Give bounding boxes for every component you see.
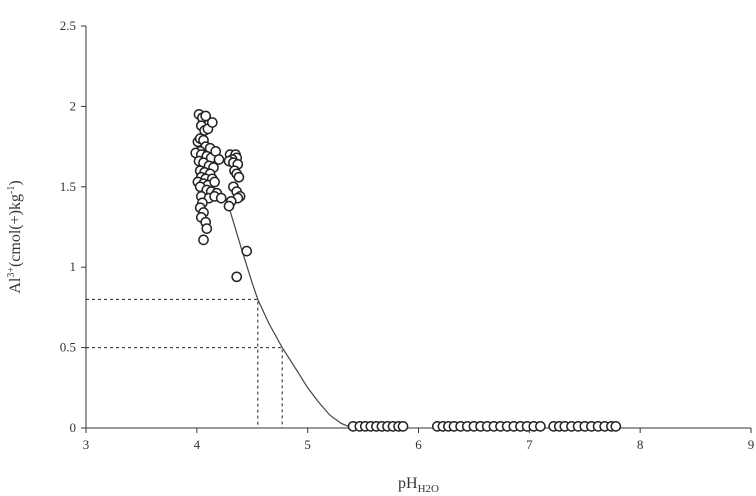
- x-tick-label: 4: [194, 437, 201, 452]
- y-tick-label: 2: [70, 98, 77, 113]
- x-axis-title: pHH2O: [398, 475, 439, 495]
- y-tick-label: 2.5: [60, 18, 76, 33]
- y-axis-title-main: Al: [7, 277, 24, 294]
- x-axis-title-subscript: H2O: [418, 483, 439, 495]
- data-point: [213, 154, 225, 165]
- x-tick-label: 6: [415, 437, 422, 452]
- y-axis-title-end: ): [7, 180, 24, 185]
- y-tick-label: 1.5: [60, 179, 76, 194]
- data-point: [200, 110, 212, 122]
- y-axis-title: Al3+(cmol(+)kg-1): [6, 180, 24, 293]
- data-point: [206, 117, 218, 128]
- x-axis-title-main: pH: [398, 475, 418, 492]
- fitted-curve: [229, 210, 353, 429]
- x-tick-label: 7: [526, 437, 533, 452]
- x-tick-label: 3: [83, 437, 90, 452]
- data-point: [231, 271, 243, 283]
- data-point: [233, 171, 245, 183]
- data-point: [201, 223, 213, 234]
- y-axis-title-middle: (cmol(+)kg: [7, 194, 24, 267]
- data-point: [198, 234, 209, 246]
- y-tick-label: 0.5: [60, 340, 76, 355]
- x-tick-label: 8: [637, 437, 644, 452]
- reference-line: [86, 347, 283, 428]
- x-tick-label: 5: [304, 437, 311, 452]
- y-axis-title-superscript: 3+: [6, 267, 17, 278]
- data-point: [397, 421, 409, 432]
- reference-line: [86, 298, 259, 428]
- data-point: [241, 245, 253, 257]
- y-tick-label: 0: [70, 420, 77, 435]
- plot-area: 3 4 5 6 7 8 9 0 0.5 1 1.5 2 2.5: [60, 18, 755, 452]
- data-point: [209, 176, 220, 188]
- data-point: [535, 421, 546, 432]
- data-point: [610, 421, 622, 432]
- data-point: [215, 192, 227, 204]
- y-axis-title-superscript-2: -1: [6, 186, 17, 194]
- data-point: [223, 200, 235, 212]
- y-tick-label: 1: [70, 259, 77, 274]
- x-tick-label: 9: [748, 437, 755, 452]
